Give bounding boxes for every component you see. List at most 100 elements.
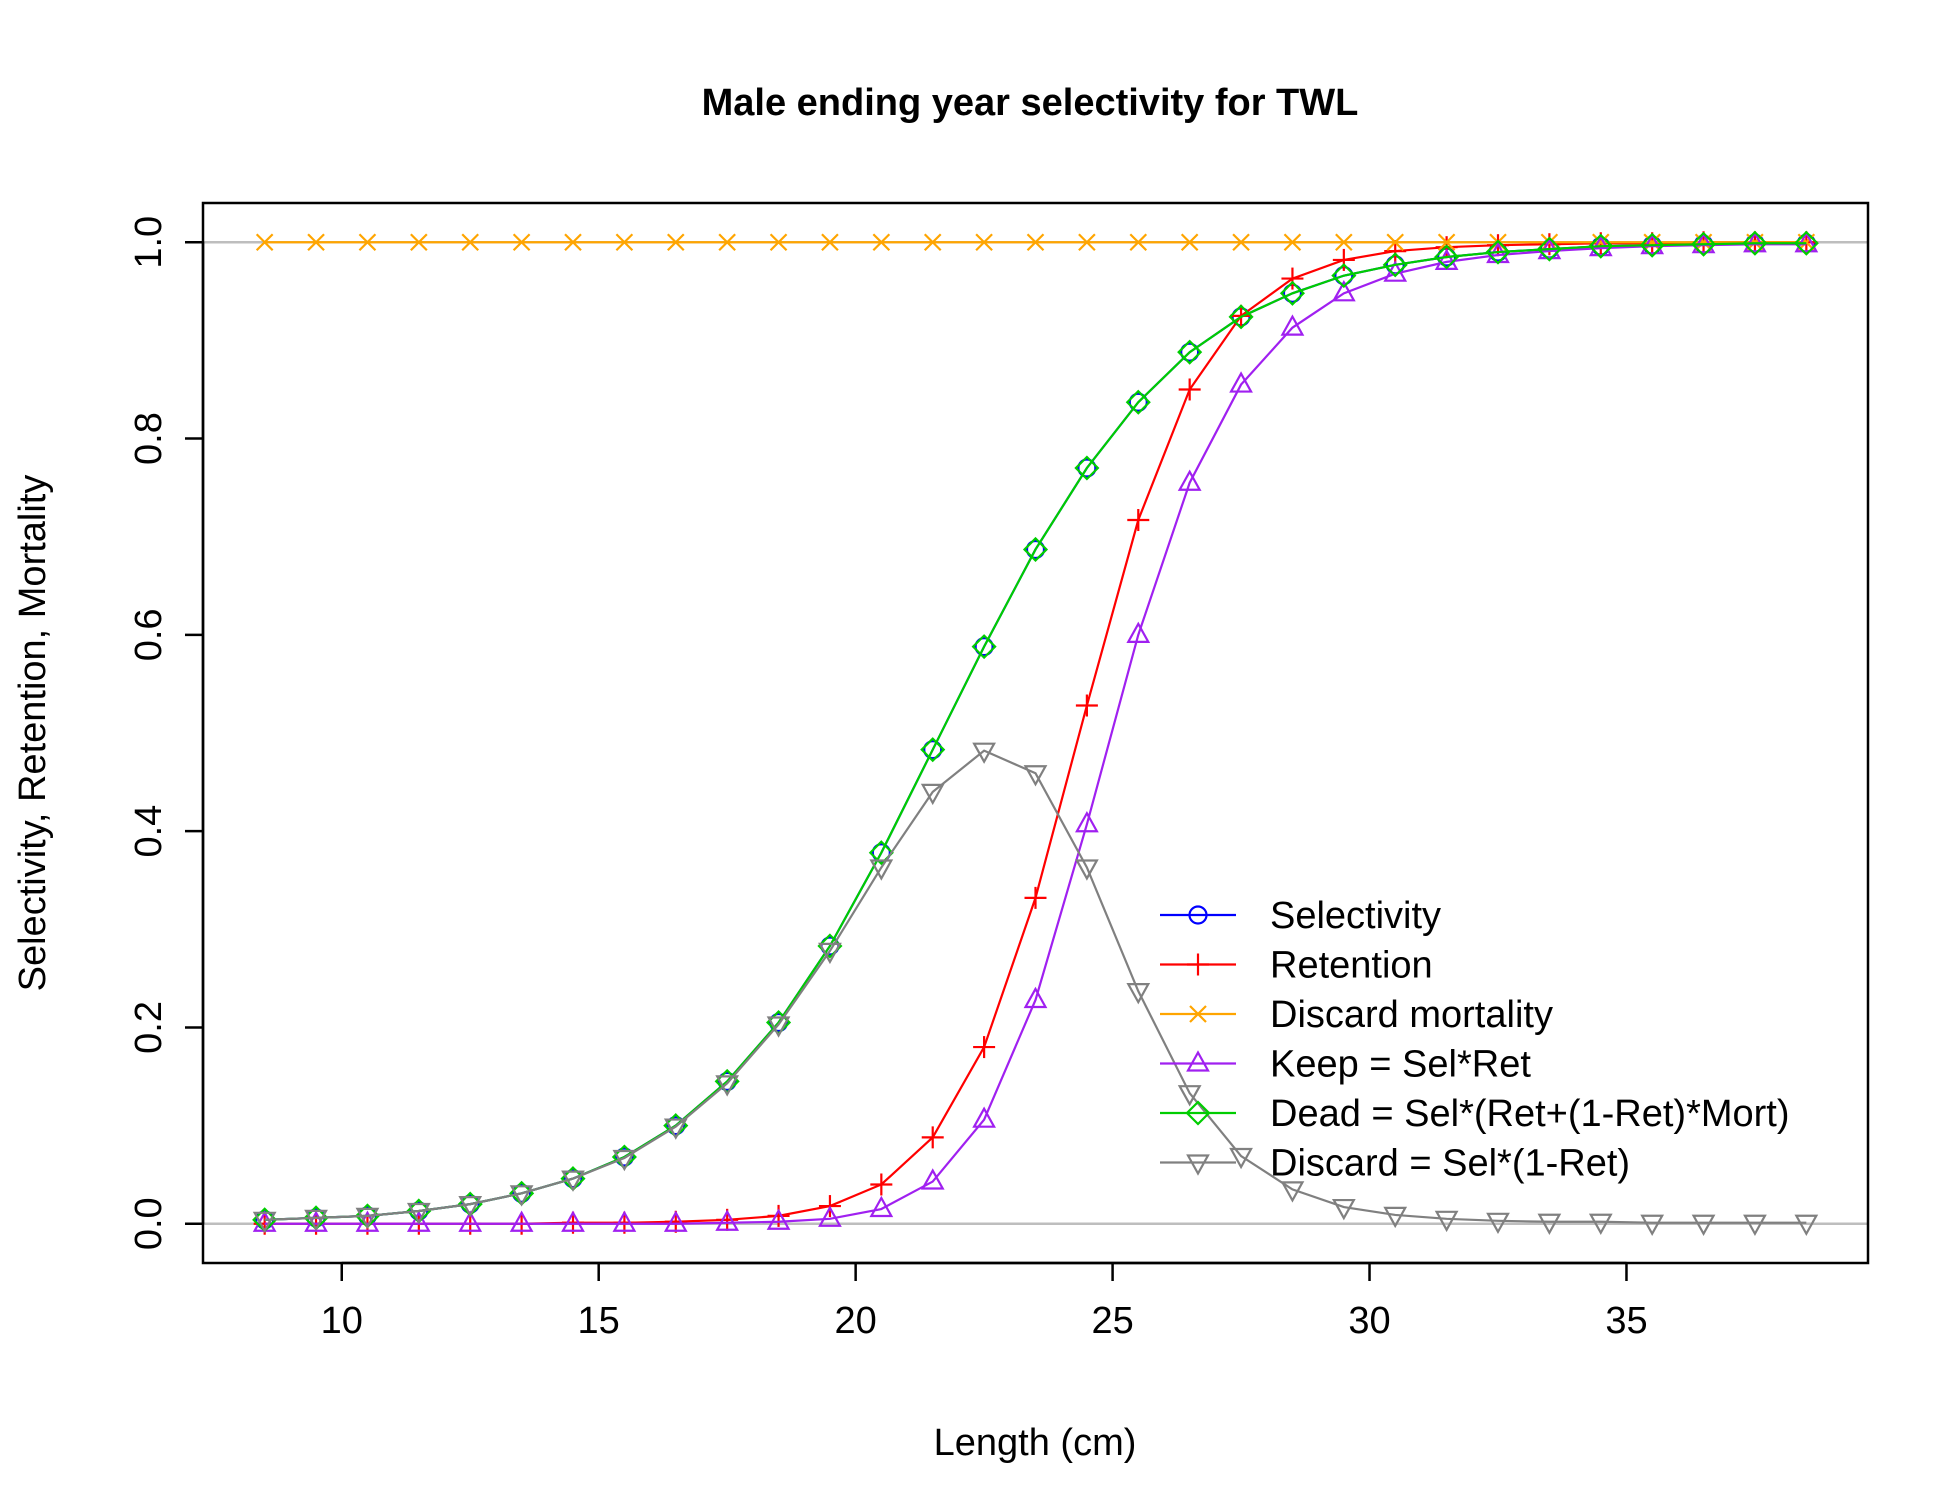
point-marker xyxy=(1129,233,1148,252)
data-point xyxy=(1126,983,1151,1005)
point-marker xyxy=(974,637,994,657)
data-point xyxy=(406,1210,431,1232)
point-marker xyxy=(406,1202,431,1225)
data-point xyxy=(1078,233,1096,252)
point-marker xyxy=(304,1209,328,1232)
point-marker xyxy=(869,859,894,881)
point-marker xyxy=(971,634,997,660)
y-tick-label: 1.0 xyxy=(128,216,170,269)
data-point xyxy=(1280,1181,1305,1203)
data-point xyxy=(1690,231,1717,257)
chart-title: Male ending year selectivity for TWL xyxy=(702,82,1359,124)
point-marker xyxy=(1743,1214,1767,1237)
data-point xyxy=(355,1207,380,1230)
point-marker xyxy=(1437,233,1456,252)
data-point xyxy=(1129,233,1148,252)
data-point xyxy=(1386,233,1404,252)
data-point xyxy=(1743,1214,1767,1237)
point-marker xyxy=(561,1210,585,1232)
data-point xyxy=(1331,1198,1356,1221)
y-axis: 0.0 0.2 0.4 0.6 0.8 1.0 xyxy=(128,216,205,1250)
data-point xyxy=(1177,339,1203,365)
data-point xyxy=(717,1071,737,1092)
data-point xyxy=(768,1012,789,1033)
data-point xyxy=(1331,263,1357,289)
point-marker xyxy=(920,1168,945,1190)
y-axis-label: Selectivity, Retention, Mortality xyxy=(12,475,54,992)
data-point xyxy=(1180,233,1199,252)
point-marker xyxy=(1186,1154,1210,1176)
data-point xyxy=(868,840,894,866)
data-point xyxy=(1075,694,1098,717)
data-point xyxy=(869,859,894,881)
data-point xyxy=(252,1211,277,1234)
data-point xyxy=(920,1168,945,1190)
y-tick-label: 0.8 xyxy=(128,412,170,465)
data-point xyxy=(1023,986,1048,1009)
series-1 xyxy=(253,231,1818,1235)
data-point xyxy=(307,233,325,252)
point-marker xyxy=(663,1210,688,1232)
y-tick-label: 0.4 xyxy=(128,805,170,858)
data-point xyxy=(923,233,942,252)
point-marker xyxy=(1074,455,1100,481)
data-point xyxy=(1026,233,1045,252)
legend-item: Keep = Sel*Ret xyxy=(1160,1044,1531,1086)
point-marker xyxy=(307,233,325,252)
point-marker xyxy=(255,233,274,252)
point-marker xyxy=(512,1183,532,1203)
point-marker xyxy=(1434,1210,1459,1233)
point-marker xyxy=(1434,244,1460,270)
data-point xyxy=(1434,1210,1459,1233)
data-point xyxy=(358,233,377,252)
data-point xyxy=(564,233,582,252)
point-marker xyxy=(872,233,891,252)
data-point xyxy=(1075,859,1099,881)
point-marker xyxy=(1023,986,1048,1009)
data-point xyxy=(1188,905,1208,925)
point-marker xyxy=(509,1185,534,1207)
data-point xyxy=(923,740,943,760)
point-marker xyxy=(821,233,839,252)
x-axis: 10 15 20 25 30 35 xyxy=(321,1261,1648,1342)
reference-lines xyxy=(203,241,1868,1225)
legend-label: Keep = Sel*Ret xyxy=(1270,1044,1531,1086)
point-marker xyxy=(1177,1085,1202,1107)
data-point xyxy=(1639,232,1665,258)
point-marker xyxy=(1742,230,1768,256)
data-point xyxy=(512,1183,532,1203)
y-tick-label: 0.0 xyxy=(128,1197,170,1250)
point-marker xyxy=(923,233,942,252)
data-point xyxy=(1536,236,1562,262)
data-point xyxy=(458,1196,483,1218)
point-marker xyxy=(1643,233,1661,252)
data-point xyxy=(1229,371,1253,393)
point-marker xyxy=(972,1106,996,1128)
point-marker xyxy=(1177,339,1203,365)
point-marker xyxy=(1125,389,1151,415)
data-point xyxy=(1185,1100,1211,1126)
data-point xyxy=(974,637,994,657)
data-point xyxy=(1279,280,1306,306)
data-point xyxy=(821,233,839,252)
point-marker xyxy=(766,1016,791,1038)
data-point xyxy=(1588,233,1614,259)
data-point xyxy=(766,1016,791,1038)
data-point xyxy=(410,233,428,252)
point-marker xyxy=(972,742,996,764)
point-marker xyxy=(663,1118,688,1140)
data-point xyxy=(769,233,788,252)
data-point xyxy=(1691,1214,1716,1237)
point-marker xyxy=(1126,983,1151,1005)
data-point xyxy=(718,233,736,252)
data-point xyxy=(1126,621,1151,643)
point-marker xyxy=(1694,233,1713,252)
data-point xyxy=(1228,304,1254,330)
point-marker xyxy=(1331,263,1357,289)
legend-label: Dead = Sel*(Ret+(1-Ret)*Mort) xyxy=(1270,1093,1790,1135)
data-point xyxy=(1022,536,1049,563)
legend-label: Discard = Sel*(1-Ret) xyxy=(1270,1143,1630,1185)
data-point xyxy=(615,233,634,252)
x-tick-label: 20 xyxy=(834,1300,876,1342)
